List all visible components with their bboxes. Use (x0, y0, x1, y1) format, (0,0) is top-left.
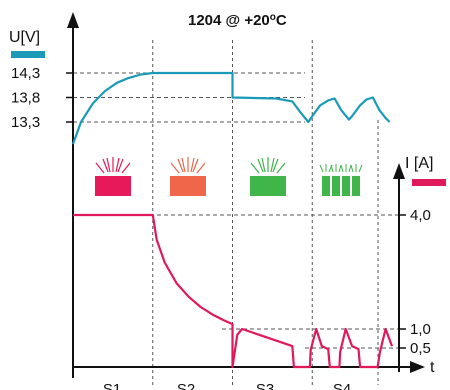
current-tick-label: 4,0 (410, 207, 431, 224)
bulk-charge-icon (95, 157, 131, 196)
absorption-icon (170, 157, 206, 196)
left-axis (67, 12, 79, 378)
right-axis (393, 163, 405, 372)
chart-title: 1204 @ +20oC (188, 12, 287, 29)
stage-label: S1 (103, 381, 121, 390)
stage-label: S2 (177, 381, 195, 390)
voltage-tick-label: 13,3 (11, 114, 40, 131)
left-axis-arrow-icon (67, 12, 79, 28)
reference-lines (73, 72, 399, 349)
stage-labels: S1 S2 S3 S4 (103, 381, 351, 390)
stage-icons (95, 157, 363, 196)
pulse-maintenance-icon (319, 164, 363, 196)
stage-label: S3 (256, 381, 274, 390)
voltage-legend-swatch (11, 51, 45, 58)
current-tick-label: 0,5 (410, 340, 431, 357)
voltage-tick-labels: 13,3 13,8 14,3 (11, 65, 73, 131)
time-axis (73, 361, 425, 373)
current-legend-swatch (412, 179, 446, 186)
stage-separators (152, 40, 379, 385)
float-icon (250, 157, 286, 196)
voltage-axis-label: U[V] (9, 29, 40, 46)
voltage-series-line (71, 71, 391, 145)
voltage-tick-label: 13,8 (11, 90, 40, 107)
time-axis-arrow-icon (410, 361, 425, 373)
current-axis-label: I [A] (405, 155, 433, 172)
time-axis-label: t (430, 359, 435, 376)
voltage-tick-label: 14,3 (11, 65, 40, 82)
current-tick-labels: 0,5 1,0 4,0 (399, 207, 431, 357)
current-tick-label: 1,0 (410, 321, 431, 338)
current-series-line (73, 213, 394, 369)
stage-label: S4 (333, 381, 351, 390)
right-axis-arrow-icon (393, 163, 405, 179)
